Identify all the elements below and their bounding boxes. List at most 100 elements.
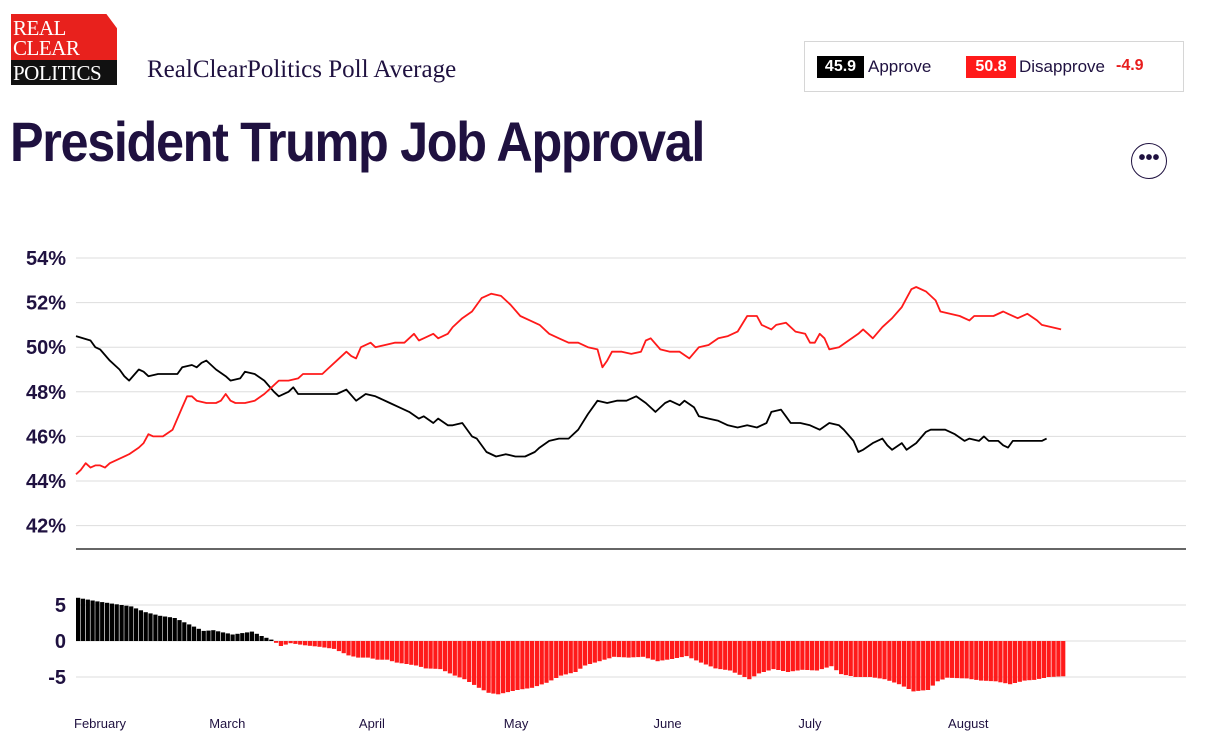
spread-bar [708,641,713,667]
spread-bar [443,641,448,672]
spread-bar [510,641,515,691]
spread-bar [689,641,694,659]
spread-bar [737,641,742,675]
spread-bar [1008,641,1013,685]
spread-bar [138,610,144,641]
y-tick-label: 42% [26,516,66,538]
spread-bar [196,628,201,641]
spread-bar [1051,641,1056,677]
rcp-logo[interactable]: REAL CLEAR POLITICS [11,14,117,85]
spread-bar [843,641,849,676]
spread-bar [650,641,655,660]
spread-bar [148,613,153,641]
spread-bar [100,602,105,641]
spread-bar [718,641,723,670]
spread-bar [220,632,226,641]
spread-bar [264,637,269,641]
spread-bar [235,633,240,641]
spread-bar [438,641,443,670]
spread-bar [858,641,863,677]
spread-bar [568,641,573,674]
spread-bar [1041,641,1047,678]
spread-bar [114,604,119,641]
spread-bar [684,641,689,657]
spread-bar [505,641,511,693]
spread-value: -4.9 [1116,57,1144,74]
spread-bar [901,641,907,687]
more-options-button[interactable]: ••• [1131,143,1167,179]
spread-bar [206,630,211,641]
spread-bar [732,641,737,673]
spread-bar [76,597,81,641]
spread-bar [578,641,583,669]
spread-bar [771,641,776,670]
spread-bar [906,641,911,689]
x-tick-label: April [359,716,385,731]
spread-bar [380,641,385,660]
spread-bar [935,641,940,682]
spread-bar [781,641,786,671]
spread-bar [698,641,704,663]
spread-bar [597,641,602,662]
spread-bar [351,641,356,657]
spread-bar [418,641,424,667]
spread-bar [385,641,390,660]
spread-bar [752,641,757,677]
spread-bar [486,641,491,693]
spread-bar [892,641,897,683]
spread-bar [312,641,317,647]
spread-bar [496,641,501,695]
spread-bar [288,641,293,644]
ellipsis-icon: ••• [1138,147,1160,169]
spread-bar [1061,641,1066,677]
spread-bar [356,641,361,658]
spread-bar [607,641,612,659]
spread-bar [1017,641,1022,682]
spread-bar [626,641,631,658]
spread-bar [90,600,95,641]
spread-bar [346,641,351,656]
spread-bar [1003,641,1008,684]
spread-bar [612,641,617,657]
spread-bar [839,641,844,675]
spread-bar [472,641,477,685]
spread-bar [394,641,399,663]
y-tick-label: 5 [55,595,66,617]
spread-bar [307,641,313,646]
spread-bar [1037,641,1042,679]
spread-bar [245,632,250,641]
spread-bar [723,641,728,670]
y-tick-label: 50% [26,337,66,359]
spread-bar [549,641,554,681]
spread-bar [191,626,197,641]
spread-bar [940,641,945,680]
spread-bar [727,641,733,671]
x-tick-label: July [798,716,822,731]
spread-bar [954,641,960,679]
spread-bar [172,618,177,641]
spread-bar [124,605,129,641]
spread-bar [529,641,535,688]
spread-bar [853,641,858,677]
spread-bar [674,641,680,658]
spread-bar [587,641,593,664]
spread-bar [153,614,158,641]
spread-bar [520,641,525,690]
disapprove-value-badge: 50.8 [966,56,1016,78]
y-tick-label: 48% [26,382,66,404]
spread-bar [462,641,467,680]
spread-bar [877,641,882,679]
spread-bar [303,641,308,646]
spread-bar [539,641,544,685]
spread-bar [983,641,989,681]
spread-bar [993,641,998,682]
spread-bar [554,641,559,678]
spread-bar [592,641,597,663]
spread-bar [1032,641,1037,680]
spread-bar [756,641,762,674]
spread-bar [896,641,902,685]
spread-bar [525,641,530,689]
spread-bar [447,641,453,674]
poll-average-subtitle: RealClearPolitics Poll Average [147,56,457,83]
